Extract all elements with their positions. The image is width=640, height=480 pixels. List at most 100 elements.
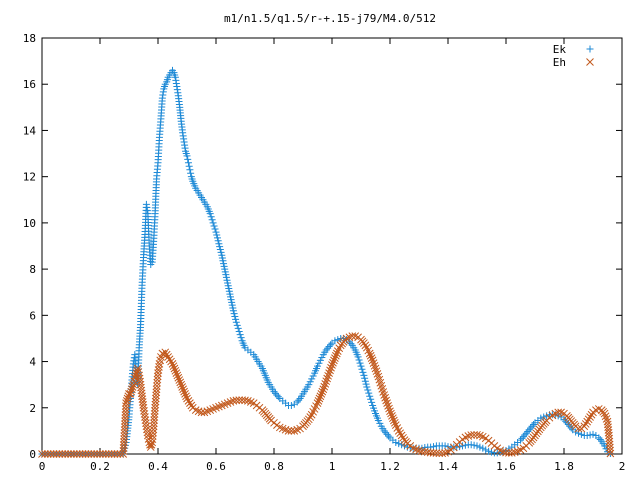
data-point-eh [159,350,168,359]
data-point-ek [209,219,217,227]
data-point-ek [361,377,369,385]
data-point-ek [459,442,466,450]
data-point-eh [316,392,325,401]
data-point-eh [168,360,177,368]
data-point-eh [574,424,583,433]
data-point-ek [271,389,279,397]
data-point-ek [206,210,214,218]
data-point-eh [332,351,340,360]
data-point-ek [207,213,215,221]
data-point-eh [99,450,107,458]
data-point-ek [360,371,368,379]
data-point-eh [388,412,396,420]
data-point-ek [517,436,524,444]
data-point-ek [364,386,372,394]
data-point-eh [70,450,78,458]
data-point-eh [606,446,615,455]
data-point-eh [141,416,150,424]
data-point-ek [358,365,366,373]
data-point-eh [321,380,330,388]
data-point-ek [235,328,243,336]
data-point-ek [217,248,225,256]
data-point-eh [152,388,161,397]
data-point-eh [606,443,614,452]
data-point-ek [354,353,362,361]
data-point-ek [234,324,242,332]
data-point-ek [596,436,604,444]
data-point-eh [153,378,161,387]
data-point-ek [525,426,533,434]
data-point-eh [331,354,339,362]
data-point-eh [104,450,113,458]
data-point-ek [309,372,317,380]
data-point-eh [119,447,128,455]
data-marks [38,66,615,458]
data-point-ek [308,375,316,383]
data-point-ek [522,429,530,437]
x-tick-label: 0.6 [206,460,226,473]
data-point-ek [186,166,194,174]
data-point-eh [122,399,130,408]
data-point-ek [185,162,193,170]
data-point-eh [120,423,129,431]
data-point-eh [586,413,594,421]
data-point-eh [173,371,182,380]
y-tick-label: 6 [29,309,36,322]
data-point-eh [135,374,144,383]
data-point-eh [507,448,516,457]
data-point-eh [41,450,49,458]
data-point-ek [287,401,295,409]
data-point-ek [295,396,303,404]
data-point-ek [327,341,335,349]
data-point-eh [584,415,593,424]
data-point-ek [232,318,240,326]
data-point-eh [186,399,194,408]
data-point-eh [361,341,370,350]
x-tick-label: 2 [619,460,626,473]
data-point-ek [374,416,382,424]
data-point-eh [324,371,332,380]
data-point-eh [306,413,315,421]
data-point-eh [43,450,52,458]
data-point-ek [473,442,481,450]
x-tick-label: 0.2 [90,460,110,473]
data-point-eh [121,417,129,425]
data-point-ek [232,315,240,323]
data-point-ek [229,307,237,315]
data-point-eh [120,426,129,434]
data-point-eh [182,392,190,401]
data-point-eh [396,429,405,438]
data-point-ek [184,159,192,167]
data-point-eh [110,450,119,458]
data-point-eh [366,351,375,360]
data-point-eh [381,393,390,402]
data-point-eh [314,396,323,405]
data-point-ek [380,427,388,435]
data-point-eh [368,356,377,365]
data-point-eh [72,450,81,458]
data-point-eh [142,419,150,428]
data-point-eh [128,385,136,394]
data-point-eh [113,450,122,458]
data-point-eh [122,396,131,405]
data-point-ek [305,381,313,389]
data-point-eh [172,369,181,377]
data-point-ek [392,438,400,446]
data-point-eh [432,449,441,457]
data-point-eh [235,396,244,405]
data-point-eh [181,390,189,398]
data-point-eh [154,366,163,374]
data-point-ek [376,419,384,427]
data-point-ek [476,443,484,451]
data-point-eh [142,422,151,431]
data-point-eh [313,399,322,408]
data-point-eh [322,377,331,386]
data-point-eh [605,440,614,449]
data-point-ek [216,245,224,253]
data-point-eh [365,349,374,358]
data-point-eh [152,382,161,390]
data-point-ek [233,321,241,329]
data-point-ek [524,427,532,435]
data-point-ek [306,378,314,386]
data-point-eh [120,438,128,446]
